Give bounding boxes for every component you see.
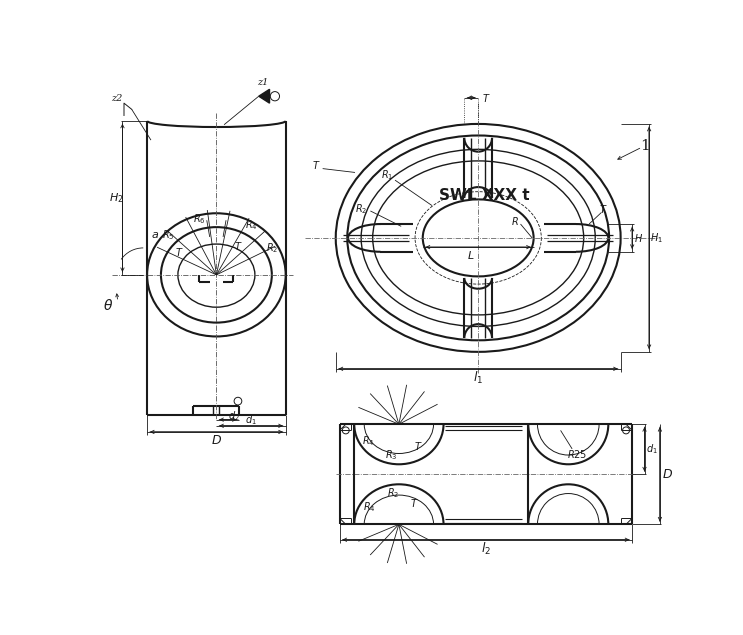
Text: $R_2$: $R_2$ bbox=[386, 486, 399, 500]
Text: $D$: $D$ bbox=[662, 468, 673, 481]
Text: $T$: $T$ bbox=[414, 440, 423, 451]
Text: $R_1$: $R_1$ bbox=[381, 168, 394, 182]
Text: $T$: $T$ bbox=[233, 239, 242, 251]
Text: $d_1$: $d_1$ bbox=[646, 443, 658, 456]
Text: $R25$: $R25$ bbox=[568, 448, 588, 460]
Text: $d_2$: $d_2$ bbox=[228, 409, 240, 423]
Text: $l_2$: $l_2$ bbox=[481, 541, 491, 557]
Text: $T$: $T$ bbox=[410, 497, 418, 509]
Text: $T$: $T$ bbox=[312, 159, 321, 171]
Text: $T$: $T$ bbox=[481, 92, 490, 104]
Text: $a$: $a$ bbox=[151, 230, 159, 240]
Polygon shape bbox=[259, 90, 270, 103]
Text: $R$: $R$ bbox=[511, 215, 519, 227]
Text: z1: z1 bbox=[257, 78, 268, 87]
Text: $l_1$: $l_1$ bbox=[473, 370, 483, 386]
Text: $\theta$: $\theta$ bbox=[103, 298, 114, 313]
Text: $H_2$: $H_2$ bbox=[109, 191, 123, 204]
Text: $R_4$: $R_4$ bbox=[362, 434, 374, 448]
Text: $R_6$: $R_6$ bbox=[193, 213, 206, 226]
Text: z2: z2 bbox=[111, 94, 122, 103]
Text: $R_3$: $R_3$ bbox=[385, 448, 398, 462]
Text: $R_4$: $R_4$ bbox=[244, 218, 257, 232]
Text: $H$: $H$ bbox=[634, 232, 643, 244]
Text: $T$: $T$ bbox=[599, 203, 607, 215]
Text: $T$: $T$ bbox=[175, 246, 184, 258]
Text: $R_2$: $R_2$ bbox=[266, 241, 278, 255]
Text: SWL XXX t: SWL XXX t bbox=[439, 188, 530, 203]
Text: $R_5$: $R_5$ bbox=[163, 228, 175, 242]
Text: $R_4$: $R_4$ bbox=[363, 500, 376, 514]
Text: 1: 1 bbox=[640, 138, 650, 152]
Text: $d_1$: $d_1$ bbox=[245, 413, 257, 427]
Text: $R_2$: $R_2$ bbox=[355, 202, 367, 215]
Text: $L$: $L$ bbox=[467, 249, 474, 261]
Text: $D$: $D$ bbox=[211, 434, 222, 447]
Text: $H_1$: $H_1$ bbox=[650, 231, 663, 245]
